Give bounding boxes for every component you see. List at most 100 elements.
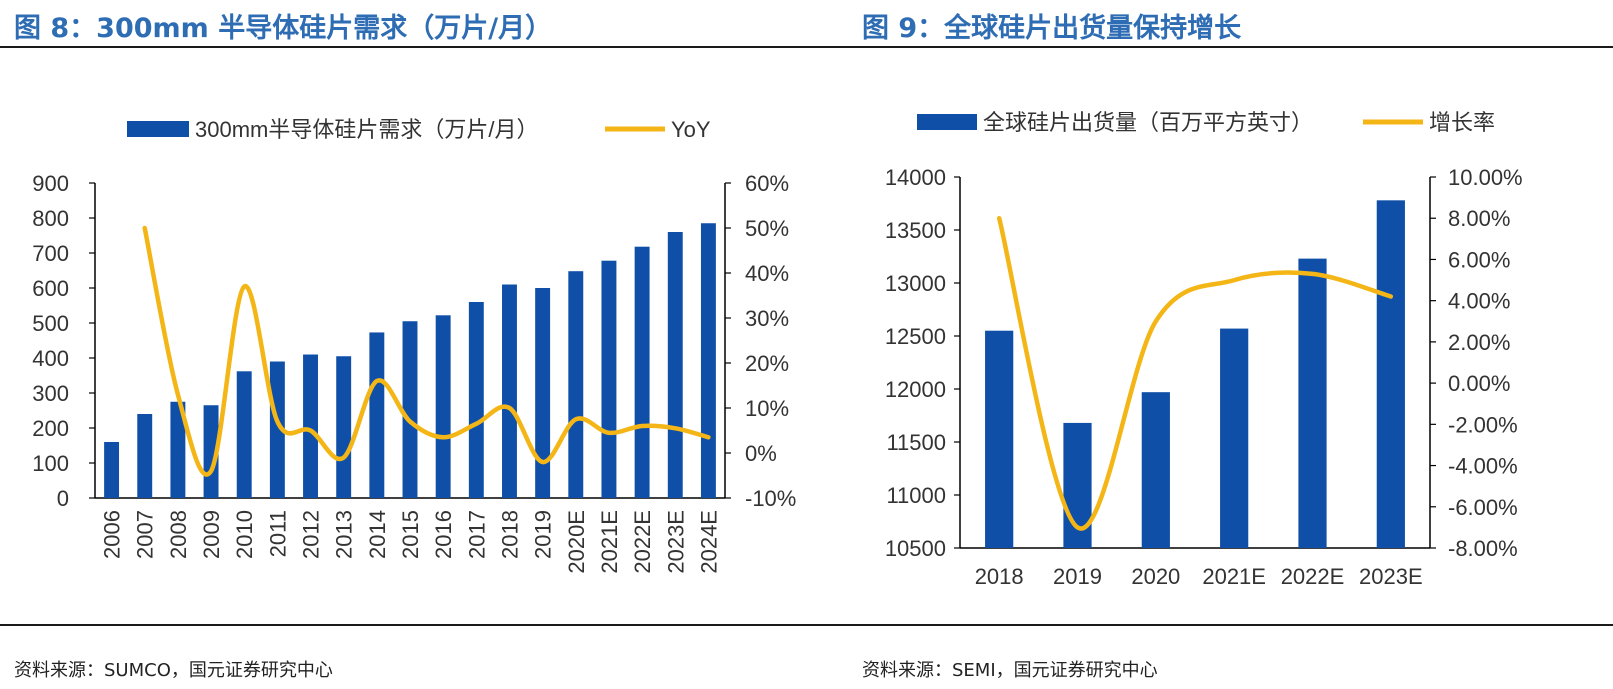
shipment-bar <box>1141 392 1170 548</box>
demand-growth-line <box>142 225 711 477</box>
x-tick-label: 2019 <box>531 510 556 559</box>
x-tick-label: 2021E <box>597 510 622 574</box>
y-right-tick-label: 6.00% <box>1448 247 1510 272</box>
chart-silicon-wafer-demand: 300mm半导体硅片需求（万片/月） YoY 0 100 200 300 400 500 600… <box>32 117 796 574</box>
y-left-tick-label: 800 <box>32 206 69 231</box>
y-right-tick-label: -10% <box>745 486 796 511</box>
x-tick-label: 2020 <box>1131 564 1180 589</box>
y-right-tick-label: 40% <box>745 261 789 286</box>
shipment-growth-line <box>996 215 1394 531</box>
y-right-tick-label: -6.00% <box>1448 495 1518 520</box>
demand-bar <box>269 361 285 498</box>
y-left-tick-label: 11000 <box>886 483 946 508</box>
x-tick-label: 2018 <box>497 510 522 559</box>
y-right-tick-label: 20% <box>745 351 789 376</box>
shipment-bar <box>985 330 1014 548</box>
chart-wafer-shipments: 全球硅片出货量（百万平方英寸） 增长率 10500 11000 11500 12000 12… <box>885 110 1523 589</box>
shipment-bar <box>1298 258 1327 548</box>
y-left-tick-label: 600 <box>32 276 69 301</box>
x-tick-label: 2022E <box>1281 564 1345 589</box>
x-tick-label: 2022E <box>630 510 655 574</box>
demand-bar <box>468 302 484 498</box>
y-left-tick-label: 0 <box>57 486 69 511</box>
demand-bar <box>667 232 683 498</box>
legend-bar-label: 300mm半导体硅片需求（万片/月） <box>195 117 538 142</box>
demand-bar <box>303 354 318 498</box>
bottom-divider <box>0 624 1613 626</box>
demand-bar <box>502 284 517 498</box>
demand-bar <box>435 315 451 498</box>
x-tick-label: 2015 <box>398 510 423 559</box>
legend-bar-label: 全球硅片出货量（百万平方英寸） <box>983 110 1313 135</box>
y-right-tick-label: 30% <box>745 306 789 331</box>
demand-bar <box>170 401 186 498</box>
y-left-tick-label: 13500 <box>885 218 946 243</box>
demand-bar <box>568 271 584 498</box>
x-tick-label: 2017 <box>464 510 489 559</box>
y-right-tick-label: 2.00% <box>1448 330 1510 355</box>
y-left-tick-label: 14000 <box>885 165 946 190</box>
x-tick-label: 2023E <box>663 510 688 574</box>
y-left-tick-label: 700 <box>32 241 69 266</box>
demand-bar <box>402 321 418 498</box>
figure-9-source: 资料来源：SEMI，国元证券研究中心 <box>862 660 1158 681</box>
y-left-tick-label: 200 <box>32 416 69 441</box>
y-right-tick-label: 8.00% <box>1448 206 1510 231</box>
x-tick-label: 2021E <box>1202 564 1266 589</box>
x-tick-label: 2024E <box>696 510 721 574</box>
x-tick-label: 2016 <box>431 510 456 559</box>
y-left-tick-label: 500 <box>32 311 69 336</box>
x-tick-label: 2014 <box>365 510 390 559</box>
y-left-tick-label: 900 <box>32 171 69 196</box>
x-tick-label: 2006 <box>100 510 125 559</box>
demand-bar <box>535 288 551 498</box>
x-tick-label: 2023E <box>1359 564 1423 589</box>
x-tick-label: 2013 <box>332 510 357 559</box>
demand-bar <box>601 260 617 498</box>
legend-line-label: 增长率 <box>1429 110 1495 135</box>
y-left-tick-label: 12500 <box>885 324 946 349</box>
x-tick-label: 2018 <box>975 564 1024 589</box>
y-right-tick-label: 10.00% <box>1448 165 1523 190</box>
y-right-tick-label: 0.00% <box>1448 371 1510 396</box>
legend-bar-swatch <box>917 114 977 130</box>
y-right-tick-label: -4.00% <box>1448 454 1518 479</box>
y-right-tick-label: -8.00% <box>1448 536 1518 561</box>
legend-line-label: YoY <box>671 117 711 142</box>
x-tick-label: 2008 <box>166 510 191 559</box>
x-tick-label: 2010 <box>232 510 257 559</box>
x-tick-label: 2019 <box>1053 564 1102 589</box>
top-divider <box>0 46 1613 48</box>
demand-bar <box>634 246 650 498</box>
y-left-tick-label: 100 <box>32 451 69 476</box>
y-left-tick-label: 300 <box>32 381 69 406</box>
y-right-tick-label: 50% <box>745 216 789 241</box>
x-tick-label: 2007 <box>133 510 158 559</box>
x-tick-label: 2011 <box>265 510 290 557</box>
shipment-bar <box>1376 200 1405 548</box>
demand-bar <box>104 442 120 498</box>
legend-bar-swatch <box>127 121 189 137</box>
y-right-tick-label: 4.00% <box>1448 289 1510 314</box>
y-left-tick-label: 11500 <box>886 430 946 455</box>
y-left-tick-label: 12000 <box>885 377 946 402</box>
x-tick-label: 2009 <box>199 510 224 559</box>
y-right-tick-label: 0% <box>745 441 777 466</box>
demand-bar <box>236 371 252 498</box>
demand-bar <box>369 332 385 498</box>
demand-bar <box>700 223 716 498</box>
y-right-tick-label: -2.00% <box>1448 412 1518 437</box>
x-tick-label: 2012 <box>299 510 324 559</box>
x-tick-label: 2020E <box>564 510 589 574</box>
y-left-tick-label: 400 <box>32 346 69 371</box>
y-left-tick-label: 10500 <box>885 536 946 561</box>
y-right-tick-label: 60% <box>745 171 789 196</box>
demand-bar <box>336 356 352 498</box>
demand-bar <box>137 414 153 498</box>
figure-8-source: 资料来源：SUMCO，国元证券研究中心 <box>14 660 333 681</box>
figure-8-title: 图 8：300mm 半导体硅片需求（万片/月） <box>14 13 553 44</box>
y-left-tick-label: 13000 <box>885 271 946 296</box>
y-right-tick-label: 10% <box>745 396 789 421</box>
figure-9-title: 图 9：全球硅片出货量保持增长 <box>862 13 1242 44</box>
shipment-bar <box>1220 328 1249 548</box>
